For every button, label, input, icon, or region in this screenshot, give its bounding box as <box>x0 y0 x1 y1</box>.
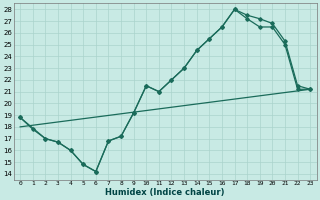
X-axis label: Humidex (Indice chaleur): Humidex (Indice chaleur) <box>106 188 225 197</box>
